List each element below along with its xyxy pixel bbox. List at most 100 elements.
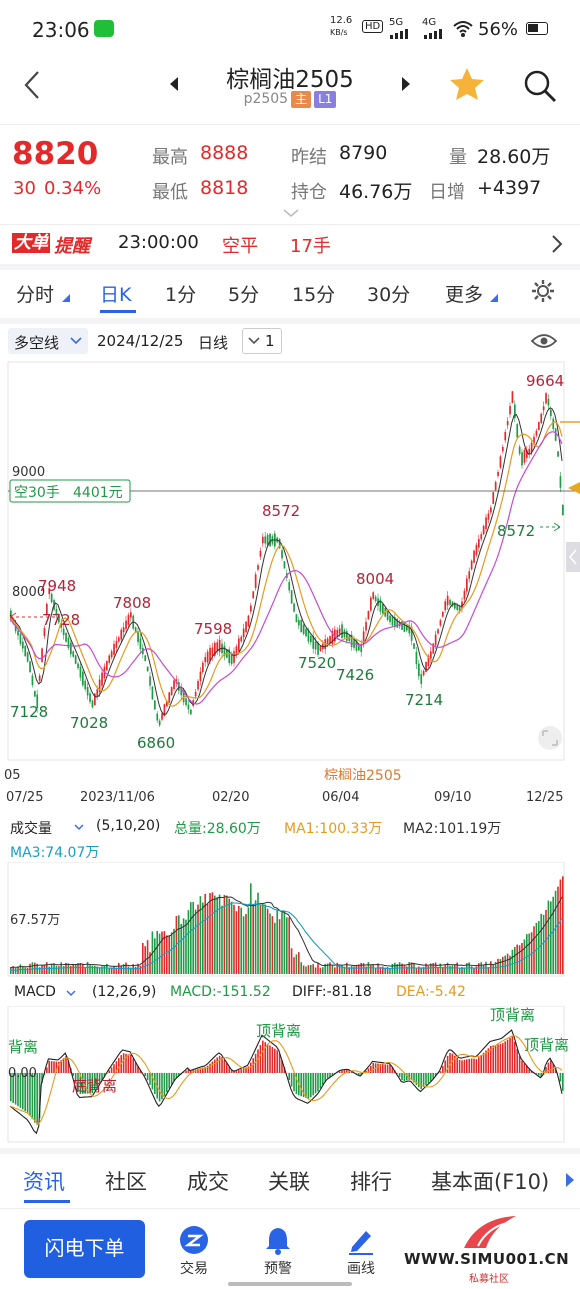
macd-bar bbox=[137, 1066, 139, 1073]
tab-trades[interactable]: 成交 bbox=[187, 1170, 229, 1194]
prev-contract-icon[interactable] bbox=[168, 76, 180, 92]
label-top-divergence-2: 顶背离 bbox=[490, 1006, 535, 1024]
tab-1min[interactable]: 1分 bbox=[165, 284, 197, 306]
count-value: 1 bbox=[265, 332, 275, 350]
bell-icon[interactable] bbox=[263, 1225, 293, 1255]
volume-params: (5,10,20) bbox=[96, 818, 161, 834]
candle bbox=[163, 704, 166, 717]
candle bbox=[161, 713, 163, 720]
tab-fundamentals[interactable]: 基本面(F10) bbox=[431, 1170, 550, 1194]
candle bbox=[50, 593, 53, 603]
position-box[interactable] bbox=[9, 479, 131, 503]
search-icon[interactable] bbox=[522, 68, 558, 104]
label-bottom-divergence: 底背离 bbox=[72, 1077, 117, 1095]
tab-related[interactable]: 关联 bbox=[268, 1170, 310, 1194]
volume-bar bbox=[271, 916, 274, 974]
gear-icon[interactable] bbox=[530, 278, 556, 304]
candle bbox=[415, 651, 418, 665]
volume-bar bbox=[94, 965, 96, 974]
macd-bars bbox=[10, 1036, 564, 1125]
tab-more[interactable]: 更多 bbox=[445, 284, 484, 306]
candle bbox=[72, 651, 75, 657]
macd-bar bbox=[492, 1045, 494, 1073]
star-icon[interactable] bbox=[448, 66, 486, 102]
macd-bar bbox=[96, 1073, 98, 1088]
macd-bar bbox=[209, 1063, 211, 1073]
macd-indicator[interactable]: MACD bbox=[14, 984, 56, 1000]
macd-bar bbox=[149, 1073, 151, 1085]
macd-bar bbox=[84, 1073, 86, 1094]
macd-bar bbox=[204, 1067, 206, 1073]
candle bbox=[146, 666, 149, 672]
volume-bar bbox=[115, 967, 118, 974]
candle bbox=[470, 560, 473, 570]
fullscreen-icon[interactable] bbox=[538, 726, 562, 750]
price-chart[interactable]: 9000 8000 空30手 4401元 9664 8572 8572 8004… bbox=[0, 360, 580, 780]
macd-bar bbox=[545, 1066, 547, 1073]
date-axis: 05 07/25 2023/11/06 02/20 06/04 09/10 12… bbox=[0, 764, 580, 812]
big-order-alert[interactable]: 大单 提醒 23:00:00 空平 17手 bbox=[0, 226, 580, 262]
macd-bar bbox=[355, 1073, 358, 1074]
flash-order-button[interactable]: 闪电下单 bbox=[24, 1220, 145, 1278]
count-select[interactable] bbox=[242, 328, 282, 354]
volume-indicator[interactable]: 成交量 bbox=[10, 821, 52, 837]
trade-icon[interactable] bbox=[179, 1225, 209, 1255]
macd-bar bbox=[463, 1059, 466, 1073]
macd-bar bbox=[506, 1039, 509, 1073]
macd-bar bbox=[338, 1071, 341, 1073]
volume-bar bbox=[185, 919, 187, 974]
side-handle[interactable] bbox=[566, 542, 580, 572]
macd-bar bbox=[242, 1068, 245, 1073]
macd-bar bbox=[329, 1073, 331, 1078]
candle bbox=[149, 676, 151, 686]
wechat-icon bbox=[94, 20, 114, 37]
macd-chart[interactable]: 0.00 背离 底背离 顶背离 顶背离 顶背离 bbox=[0, 1006, 580, 1144]
macd-bar bbox=[154, 1073, 156, 1094]
volume-bar bbox=[194, 909, 197, 974]
candle bbox=[499, 456, 502, 468]
volume-bar bbox=[550, 901, 552, 974]
volume-chart[interactable]: 67.57万 bbox=[0, 862, 580, 978]
candle bbox=[125, 620, 127, 630]
tab-ranking[interactable]: 排行 bbox=[350, 1170, 392, 1194]
period-tabs: 分时 日K 1分 5分 15分 30分 更多 bbox=[0, 270, 580, 316]
chevron-down-icon bbox=[74, 824, 84, 831]
chevron-right-icon[interactable] bbox=[550, 234, 564, 254]
volume-bar bbox=[41, 964, 43, 974]
chart-watermark: 棕榈油2505 bbox=[324, 768, 402, 780]
eye-icon[interactable] bbox=[530, 330, 558, 352]
tabs-more-icon[interactable] bbox=[564, 1172, 576, 1188]
tab-daily[interactable]: 日K bbox=[100, 284, 132, 306]
net-speed-unit: KB/s bbox=[330, 28, 348, 37]
tab-30min[interactable]: 30分 bbox=[367, 284, 411, 306]
label-9664: 9664 bbox=[526, 372, 564, 390]
tab-community[interactable]: 社区 bbox=[105, 1170, 147, 1194]
candle bbox=[168, 692, 171, 703]
macd-bar bbox=[185, 1070, 187, 1073]
macd-bar bbox=[216, 1057, 218, 1073]
volume-bar bbox=[559, 879, 562, 974]
volume-bar bbox=[487, 967, 490, 974]
volume-bar bbox=[197, 904, 199, 974]
tab-5min[interactable]: 5分 bbox=[228, 284, 260, 306]
back-icon[interactable] bbox=[22, 70, 42, 100]
candle bbox=[113, 643, 115, 655]
volume-bar bbox=[72, 964, 74, 974]
volume-bar bbox=[540, 913, 542, 974]
candle bbox=[46, 603, 48, 615]
candle bbox=[516, 424, 519, 438]
volume-bar bbox=[154, 938, 156, 974]
tab-fenshi[interactable]: 分时 bbox=[16, 284, 55, 306]
tab-news[interactable]: 资讯 bbox=[23, 1170, 65, 1194]
macd-bar bbox=[187, 1068, 190, 1073]
price-change-pct: 0.34% bbox=[44, 178, 102, 199]
quote-panel: 8820 30 0.34% 最高 8888 最低 8818 昨结 8790 持仓… bbox=[0, 130, 580, 220]
next-contract-icon[interactable] bbox=[400, 76, 412, 92]
macd-bar bbox=[326, 1073, 329, 1079]
expand-chevron-icon[interactable] bbox=[282, 208, 300, 218]
tab-15min[interactable]: 15分 bbox=[292, 284, 336, 306]
candle bbox=[446, 595, 449, 606]
volume-bar bbox=[158, 933, 161, 974]
pen-icon[interactable] bbox=[346, 1225, 376, 1255]
candle bbox=[295, 614, 298, 623]
